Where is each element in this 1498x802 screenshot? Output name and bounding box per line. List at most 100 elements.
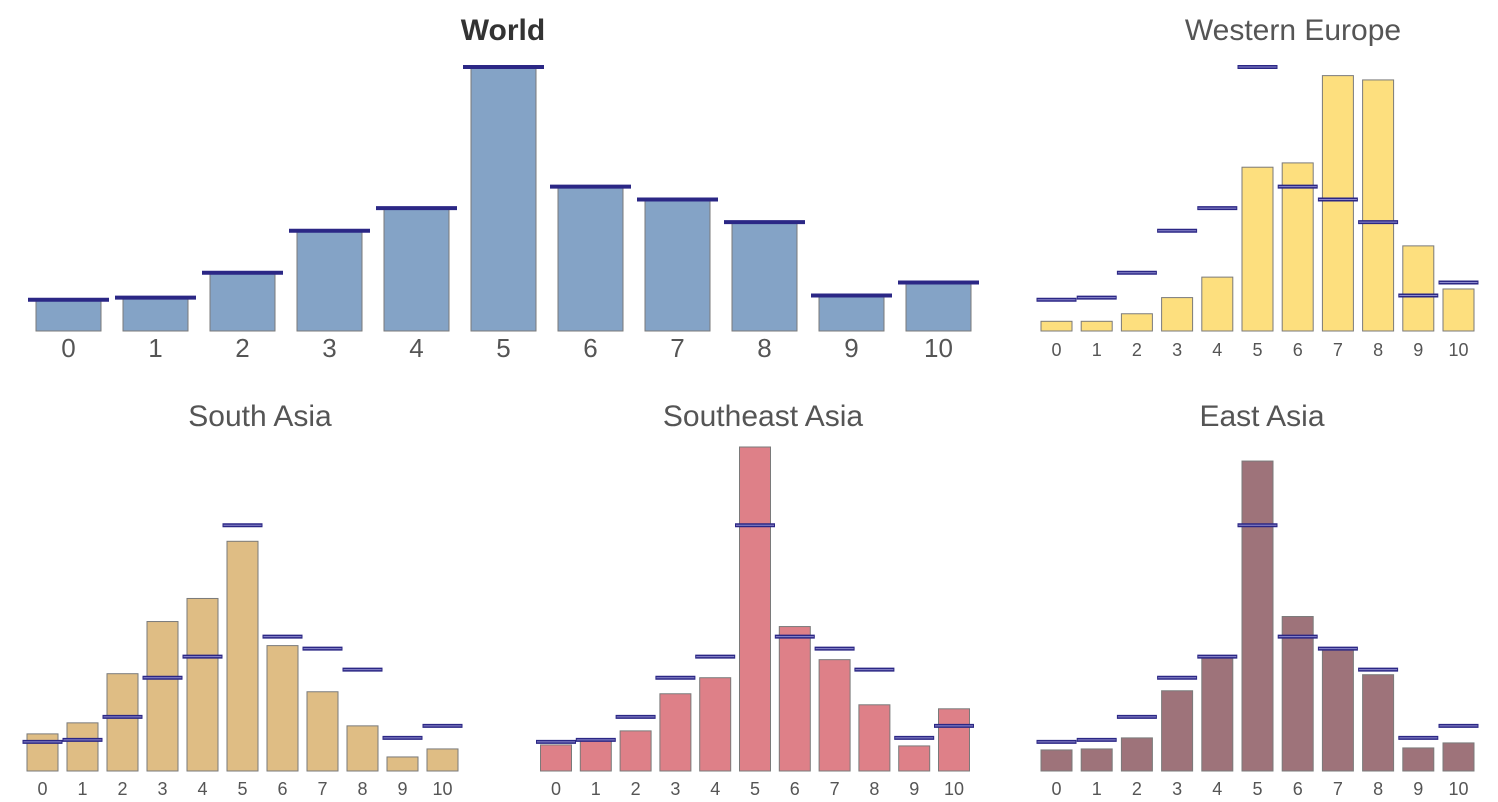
bar	[470, 66, 537, 332]
x-tick-label: 9	[397, 779, 407, 799]
x-tick-label: 4	[1212, 779, 1222, 799]
x-tick-label: 5	[1252, 779, 1262, 799]
bar	[579, 740, 612, 772]
x-tick-label: 5	[1252, 340, 1262, 360]
bar	[226, 540, 259, 772]
x-tick-label: 2	[1132, 779, 1142, 799]
x-tick-label: 0	[1051, 779, 1061, 799]
x-tick-label: 6	[1293, 779, 1303, 799]
bar	[699, 677, 732, 772]
bar	[146, 621, 179, 772]
x-tick-label: 7	[670, 333, 684, 363]
bar	[1120, 313, 1153, 332]
panel-title: South Asia	[188, 400, 332, 433]
bar	[1442, 288, 1475, 332]
x-tick-label: 2	[117, 779, 127, 799]
bar	[426, 748, 459, 772]
bar	[1040, 749, 1073, 772]
x-tick-label: 8	[869, 779, 879, 799]
x-tick-label: 8	[757, 333, 771, 363]
bar	[905, 282, 972, 332]
bar	[122, 297, 189, 332]
bar	[1442, 742, 1475, 772]
x-tick-label: 6	[583, 333, 597, 363]
bar	[1321, 649, 1354, 772]
bar	[1362, 674, 1395, 772]
x-tick-label: 10	[1448, 779, 1468, 799]
x-tick-label: 9	[1413, 340, 1423, 360]
x-tick-label: 6	[790, 779, 800, 799]
bar	[818, 294, 885, 332]
bar	[938, 708, 970, 772]
x-tick-label: 1	[591, 779, 601, 799]
x-tick-label: 3	[157, 779, 167, 799]
x-tick-label: 5	[496, 333, 510, 363]
x-tick-label: 3	[670, 779, 680, 799]
x-tick-label: 2	[1132, 340, 1142, 360]
x-tick-label: 10	[1448, 340, 1468, 360]
bar	[1321, 75, 1354, 332]
bar	[1040, 320, 1073, 332]
bar	[1402, 245, 1435, 332]
x-tick-label: 4	[197, 779, 207, 799]
x-tick-label: 0	[551, 779, 561, 799]
bar	[66, 722, 99, 772]
panel-title: World	[461, 14, 545, 47]
x-tick-label: 1	[148, 333, 162, 363]
bar	[296, 230, 363, 332]
x-tick-label: 0	[37, 779, 47, 799]
bar	[1161, 297, 1194, 332]
x-tick-label: 1	[77, 779, 87, 799]
x-tick-label: 7	[1333, 340, 1343, 360]
bar	[1241, 460, 1274, 772]
bar	[386, 756, 419, 772]
bar	[898, 745, 931, 772]
bar	[818, 659, 851, 772]
x-tick-label: 0	[61, 333, 75, 363]
x-tick-label: 3	[1172, 779, 1182, 799]
bar	[1201, 657, 1234, 772]
x-tick-label: 9	[1413, 779, 1423, 799]
bar	[209, 272, 276, 332]
x-tick-label: 4	[409, 333, 423, 363]
bar	[383, 207, 450, 332]
panel-title: Southeast Asia	[663, 400, 863, 433]
x-tick-label: 4	[710, 779, 720, 799]
x-tick-label: 6	[1293, 340, 1303, 360]
x-tick-label: 8	[1373, 340, 1383, 360]
bar	[557, 186, 624, 332]
bar	[1281, 162, 1314, 332]
bar	[346, 725, 379, 772]
x-tick-label: 2	[631, 779, 641, 799]
x-tick-label: 9	[909, 779, 919, 799]
bar	[1080, 320, 1113, 332]
x-tick-label: 7	[830, 779, 840, 799]
bar	[1362, 79, 1395, 332]
panel-title: East Asia	[1199, 400, 1324, 433]
x-tick-label: 6	[277, 779, 287, 799]
x-tick-label: 1	[1092, 779, 1102, 799]
x-tick-label: 7	[1333, 779, 1343, 799]
bar	[659, 693, 692, 772]
bar	[306, 691, 339, 772]
bar	[540, 744, 572, 772]
x-tick-label: 5	[750, 779, 760, 799]
bar	[731, 221, 798, 332]
bar	[858, 704, 891, 772]
bar	[739, 446, 771, 772]
bar	[26, 733, 59, 772]
bar	[266, 645, 299, 772]
panel-title: Western Europe	[1185, 14, 1401, 47]
bar	[106, 673, 139, 772]
bar	[35, 299, 102, 332]
bar	[1241, 166, 1274, 332]
bar	[778, 626, 811, 772]
bar	[1080, 748, 1113, 772]
bar	[1120, 737, 1153, 772]
x-tick-label: 7	[317, 779, 327, 799]
x-tick-label: 5	[237, 779, 247, 799]
bar	[1402, 747, 1435, 772]
x-tick-label: 3	[322, 333, 336, 363]
x-tick-label: 10	[924, 333, 953, 363]
